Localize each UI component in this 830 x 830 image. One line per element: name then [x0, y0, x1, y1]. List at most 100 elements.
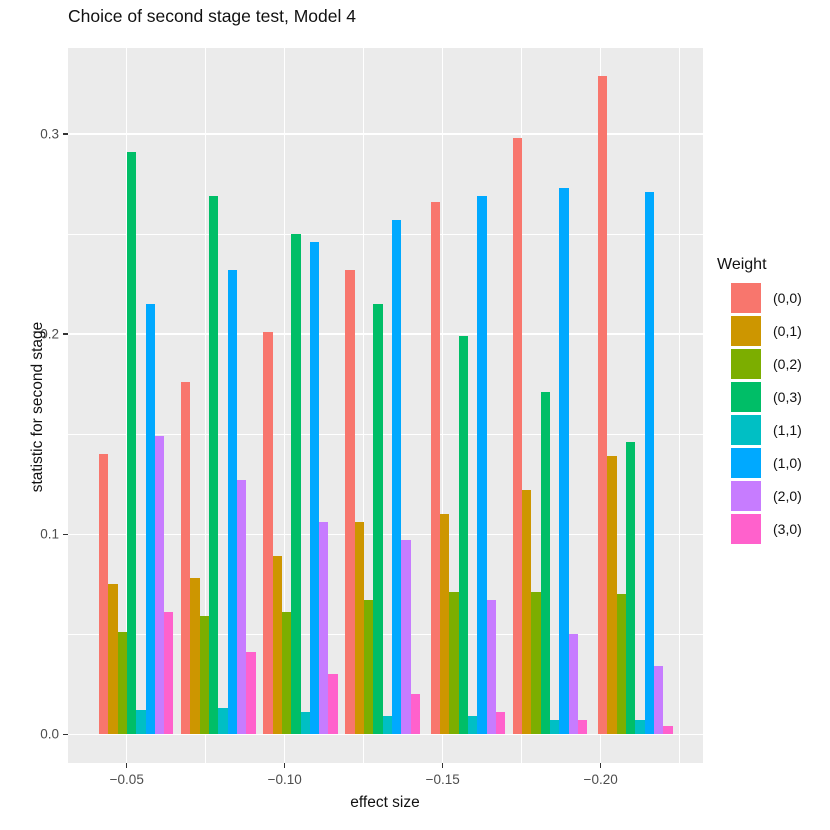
y-axis-tick	[63, 133, 68, 135]
legend-item: (1,0)	[712, 448, 802, 478]
legend-rows: (0,0) (0,1) (0,2) (0,3) (1,1) (1,0) (2,0) (3,0)	[712, 283, 802, 544]
legend-item: (0,2)	[712, 349, 802, 379]
bar-(2,0)-x4	[486, 600, 496, 735]
legend-label: (1,0)	[773, 455, 802, 471]
bar-(1,0)-x4	[477, 196, 487, 735]
legend-key-swatch	[731, 415, 761, 445]
x-major-gridline	[284, 48, 286, 763]
x-tick-label: −0.10	[267, 772, 302, 787]
bar-(1,0)-x1	[227, 270, 237, 735]
x-axis-tick	[599, 763, 602, 768]
bar-(3,0)-x0	[164, 612, 174, 735]
bar-(0,1)-x6	[607, 456, 617, 735]
legend-item: (0,0)	[712, 283, 802, 313]
bar-(2,0)-x6	[653, 666, 664, 735]
legend-label: (3,0)	[773, 521, 802, 537]
bar-(1,0)-x5	[559, 188, 569, 735]
bar-(0,2)-x4	[449, 592, 459, 735]
bar-(0,2)-x2	[281, 612, 292, 735]
bar-(0,0)-x4	[430, 202, 441, 735]
bar-(0,1)-x5	[522, 490, 532, 735]
bar-(0,3)-x1	[209, 196, 219, 735]
legend-key-swatch	[731, 514, 761, 544]
bar-(0,3)-x0	[126, 152, 137, 735]
bar-(1,1)-x6	[635, 720, 645, 735]
legend-label: (0,1)	[773, 323, 802, 339]
y-tick-label: 0.3	[40, 126, 59, 142]
y-axis-title: statistic for second stage	[29, 321, 46, 493]
bar-(1,0)-x6	[644, 192, 654, 735]
y-major-gridline	[68, 733, 703, 736]
bar-(2,0)-x0	[154, 436, 165, 735]
bar-(0,1)-x3	[354, 522, 365, 735]
plot-panel	[68, 48, 703, 763]
legend-label: (1,1)	[773, 422, 802, 438]
bar-(2,0)-x1	[236, 480, 247, 735]
legend-key-swatch	[731, 448, 761, 478]
y-axis-tick	[63, 333, 68, 335]
legend-title: Weight	[717, 256, 767, 273]
bar-(0,3)-x3	[373, 304, 383, 735]
legend-label: (0,0)	[773, 290, 802, 306]
y-minor-gridline	[68, 633, 703, 635]
bar-(3,0)-x4	[495, 712, 506, 735]
bar-(2,0)-x3	[401, 540, 411, 735]
legend-label: (2,0)	[773, 488, 802, 504]
legend-label: (0,3)	[773, 389, 802, 405]
bar-(0,2)-x3	[364, 600, 374, 735]
x-minor-gridline	[205, 48, 207, 763]
bar-(1,1)-x5	[550, 720, 560, 735]
legend-key-swatch	[731, 283, 761, 313]
legend-item: (0,1)	[712, 316, 802, 346]
y-minor-gridline	[68, 233, 703, 235]
bar-(0,1)-x4	[440, 514, 450, 735]
y-axis-tick	[63, 533, 68, 535]
x-axis-tick	[284, 763, 286, 768]
chart-title: Choice of second stage test, Model 4	[68, 6, 356, 26]
bar-(1,1)-x4	[467, 716, 478, 735]
bar-(0,2)-x1	[199, 616, 210, 735]
bar-(1,0)-x0	[145, 304, 155, 735]
legend-item: (1,1)	[712, 415, 802, 445]
bar-(0,1)-x1	[190, 578, 200, 735]
x-tick-label: −0.15	[425, 772, 460, 787]
legend-item: (0,3)	[712, 382, 802, 412]
bar-(0,2)-x5	[531, 592, 541, 735]
bar-(1,0)-x3	[391, 220, 402, 735]
bar-(0,2)-x6	[616, 594, 627, 735]
bar-(0,3)-x6	[626, 442, 636, 735]
bar-(1,0)-x2	[309, 242, 320, 735]
x-minor-gridline	[679, 48, 681, 763]
y-major-gridline	[68, 133, 703, 135]
bar-(0,0)-x6	[598, 76, 608, 735]
bar-(0,2)-x0	[117, 632, 127, 735]
legend: Weight (0,0) (0,1) (0,2) (0,3) (1,1) (1,0) (2,…	[712, 256, 802, 547]
bar-(0,3)-x2	[291, 234, 301, 735]
bar-(0,1)-x2	[272, 556, 282, 735]
y-axis-tick	[63, 733, 68, 736]
bar-(0,0)-x2	[263, 332, 273, 735]
x-minor-gridline	[363, 48, 365, 763]
legend-item: (2,0)	[712, 481, 802, 511]
bar-(1,1)-x1	[218, 708, 228, 735]
legend-key-swatch	[731, 349, 761, 379]
bar-(2,0)-x2	[319, 522, 329, 735]
bar-(0,0)-x5	[512, 138, 523, 735]
legend-key-swatch	[731, 481, 761, 511]
bar-(1,1)-x0	[136, 710, 146, 735]
bar-(0,0)-x3	[345, 270, 355, 735]
bar-(0,0)-x1	[181, 382, 191, 735]
bar-(3,0)-x2	[328, 674, 338, 735]
legend-item: (3,0)	[712, 514, 802, 544]
y-minor-gridline	[68, 433, 703, 435]
x-major-gridline	[441, 48, 444, 763]
legend-key-swatch	[731, 316, 761, 346]
legend-label: (0,2)	[773, 356, 802, 372]
bar-(0,1)-x0	[108, 584, 118, 735]
y-major-gridline	[68, 333, 703, 335]
bar-(3,0)-x1	[246, 652, 256, 735]
bar-(0,3)-x4	[458, 336, 468, 735]
bar-(3,0)-x6	[663, 726, 673, 735]
legend-key-swatch	[731, 382, 761, 412]
